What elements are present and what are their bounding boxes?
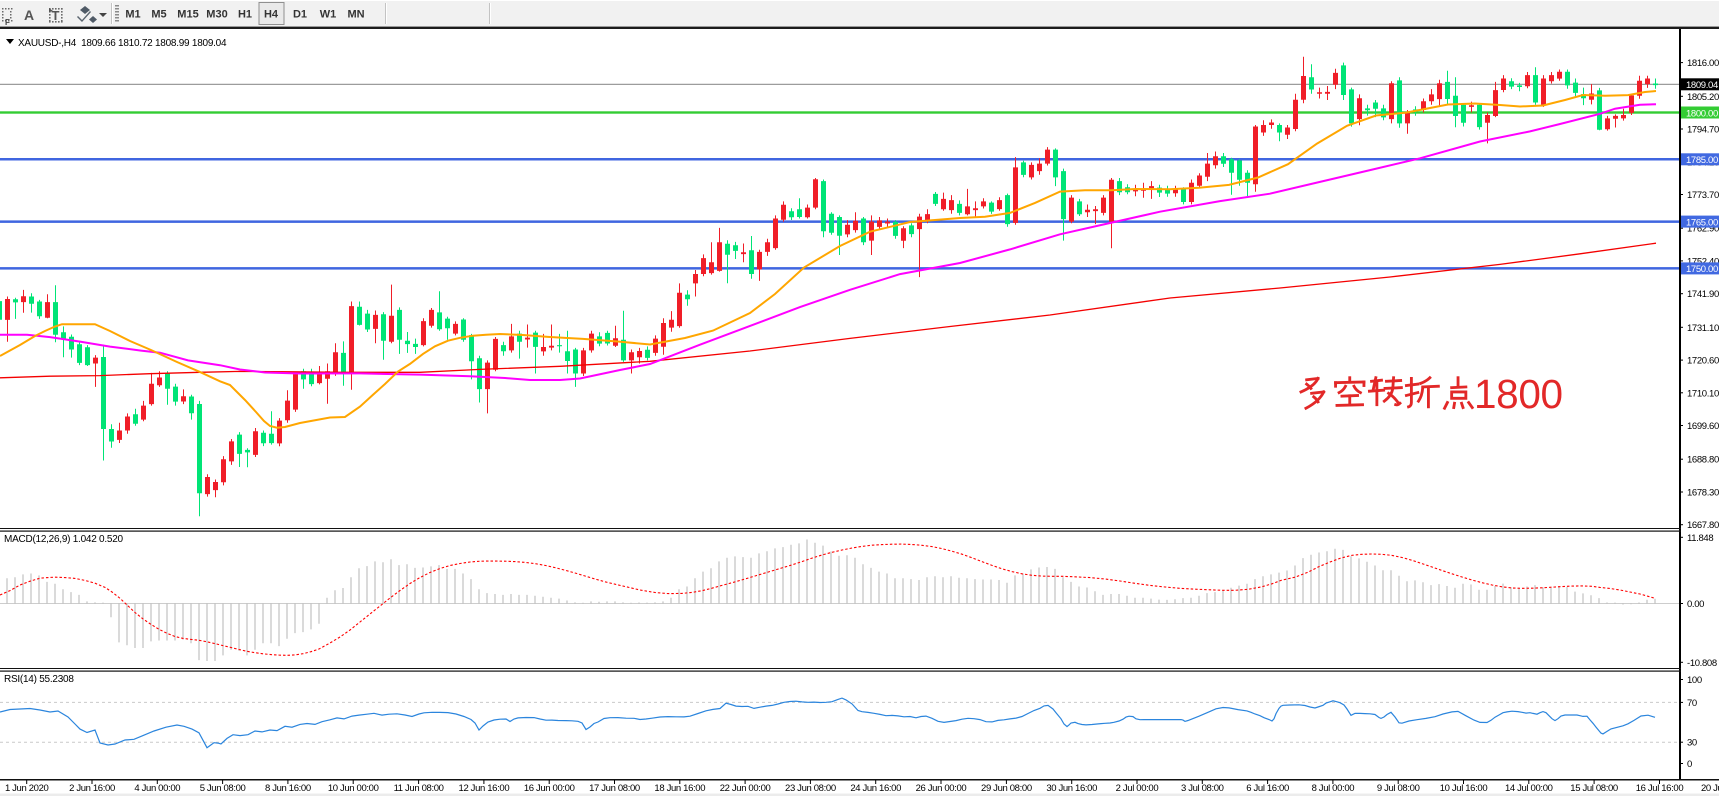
svg-text:8 Jun 16:00: 8 Jun 16:00: [265, 783, 311, 794]
svg-text:1688.80: 1688.80: [1687, 455, 1719, 466]
svg-text:XAUUSD-,H4 1809.66 1810.72 18: XAUUSD-,H4 1809.66 1810.72 1808.99 1809.…: [18, 38, 227, 49]
svg-text:11.848: 11.848: [1687, 533, 1713, 544]
svg-text:6 Jul 16:00: 6 Jul 16:00: [1246, 783, 1289, 794]
svg-text:M15: M15: [177, 9, 198, 21]
svg-text:30 Jun 16:00: 30 Jun 16:00: [1046, 783, 1097, 794]
svg-text:A: A: [24, 7, 34, 23]
svg-text:29 Jun 08:00: 29 Jun 08:00: [981, 783, 1032, 794]
svg-text:M5: M5: [151, 9, 166, 21]
svg-text:1785.00: 1785.00: [1686, 155, 1718, 166]
svg-text:10 Jun 00:00: 10 Jun 00:00: [328, 783, 379, 794]
svg-text:2 Jul 00:00: 2 Jul 00:00: [1116, 783, 1159, 794]
svg-text:1710.10: 1710.10: [1687, 388, 1719, 399]
svg-text:1809.04: 1809.04: [1686, 80, 1718, 91]
svg-text:26 Jun 00:00: 26 Jun 00:00: [916, 783, 967, 794]
svg-text:M1: M1: [125, 9, 140, 21]
svg-text:2 Jun 16:00: 2 Jun 16:00: [69, 783, 115, 794]
svg-text:24 Jun 16:00: 24 Jun 16:00: [850, 783, 901, 794]
svg-text:23 Jun 08:00: 23 Jun 08:00: [785, 783, 836, 794]
svg-text:1720.60: 1720.60: [1687, 356, 1719, 367]
svg-text:F: F: [5, 18, 10, 27]
svg-text:1741.90: 1741.90: [1687, 289, 1719, 300]
svg-text:MN: MN: [347, 9, 364, 21]
svg-text:MACD(12,26,9) 1.042 0.520: MACD(12,26,9) 1.042 0.520: [4, 534, 124, 545]
svg-text:0.00: 0.00: [1687, 599, 1704, 610]
svg-text:4 Jun 00:00: 4 Jun 00:00: [134, 783, 180, 794]
svg-text:D1: D1: [293, 9, 307, 21]
svg-text:1800: 1800: [1474, 371, 1563, 417]
svg-text:15 Jul 08:00: 15 Jul 08:00: [1570, 783, 1618, 794]
svg-text:3 Jul 08:00: 3 Jul 08:00: [1181, 783, 1224, 794]
svg-text:1667.80: 1667.80: [1687, 520, 1719, 531]
svg-text:11 Jun 08:00: 11 Jun 08:00: [394, 783, 444, 794]
svg-text:1762.90: 1762.90: [1687, 224, 1719, 235]
svg-text:1678.30: 1678.30: [1687, 488, 1719, 499]
svg-text:9 Jul 08:00: 9 Jul 08:00: [1377, 783, 1420, 794]
svg-text:5 Jun 08:00: 5 Jun 08:00: [200, 783, 246, 794]
svg-text:H1: H1: [238, 9, 252, 21]
svg-text:-10.808: -10.808: [1687, 658, 1717, 669]
svg-text:30: 30: [1687, 738, 1697, 749]
svg-text:12 Jun 16:00: 12 Jun 16:00: [459, 783, 510, 794]
svg-text:70: 70: [1687, 698, 1697, 709]
svg-text:18 Jun 16:00: 18 Jun 16:00: [654, 783, 705, 794]
svg-text:1794.70: 1794.70: [1687, 125, 1719, 136]
svg-text:W1: W1: [320, 9, 337, 21]
svg-text:1731.10: 1731.10: [1687, 323, 1719, 334]
svg-text:100: 100: [1687, 675, 1702, 686]
svg-text:22 Jun 00:00: 22 Jun 00:00: [720, 783, 771, 794]
svg-text:H4: H4: [264, 9, 279, 21]
svg-text:1773.70: 1773.70: [1687, 190, 1719, 201]
svg-text:1 Jun 2020: 1 Jun 2020: [5, 783, 49, 794]
svg-text:0: 0: [1687, 759, 1692, 770]
svg-text:1805.20: 1805.20: [1687, 92, 1719, 103]
svg-text:16 Jun 00:00: 16 Jun 00:00: [524, 783, 575, 794]
svg-text:T: T: [52, 8, 60, 23]
svg-text:1800.00: 1800.00: [1686, 108, 1718, 119]
svg-text:14 Jul 00:00: 14 Jul 00:00: [1505, 783, 1553, 794]
svg-text:17 Jun 08:00: 17 Jun 08:00: [589, 783, 640, 794]
svg-text:16 Jul 16:00: 16 Jul 16:00: [1636, 783, 1684, 794]
svg-text:1699.60: 1699.60: [1687, 421, 1719, 432]
svg-text:M30: M30: [206, 9, 227, 21]
svg-text:1752.40: 1752.40: [1687, 256, 1719, 267]
svg-text:20 Jul 00:00: 20 Jul 00:00: [1701, 783, 1719, 794]
svg-text:8 Jul 00:00: 8 Jul 00:00: [1312, 783, 1355, 794]
svg-text:10 Jul 16:00: 10 Jul 16:00: [1440, 783, 1488, 794]
svg-text:1816.00: 1816.00: [1687, 58, 1719, 69]
svg-text:1750.00: 1750.00: [1686, 264, 1718, 275]
svg-text:RSI(14) 55.2308: RSI(14) 55.2308: [4, 674, 74, 685]
svg-text:1765.00: 1765.00: [1686, 217, 1718, 228]
